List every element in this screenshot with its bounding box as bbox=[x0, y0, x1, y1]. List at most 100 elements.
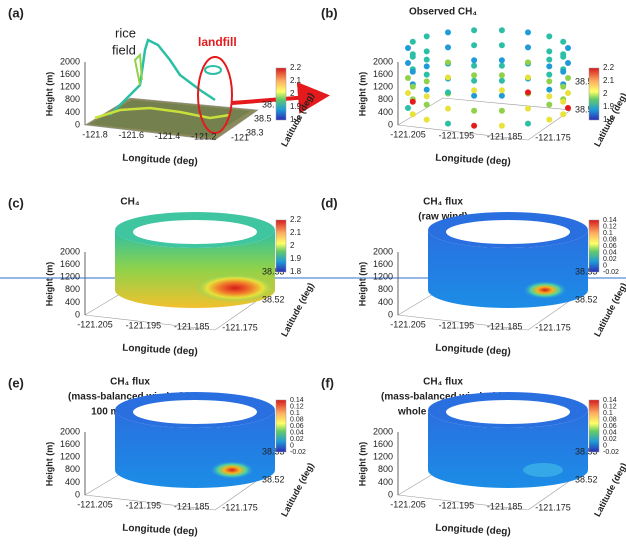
sample-point bbox=[565, 90, 571, 96]
height-tick-label: 400 bbox=[65, 477, 80, 487]
sample-point bbox=[560, 69, 566, 75]
sample-point bbox=[445, 44, 451, 50]
x-tick-label: -121.195 bbox=[126, 320, 162, 330]
colorbar-tick-label: 2.2 bbox=[290, 63, 302, 72]
sample-point bbox=[471, 42, 477, 48]
height-tick-label: 1200 bbox=[60, 272, 80, 282]
height-tick-label: 2000 bbox=[373, 426, 393, 436]
height-tick-label: 400 bbox=[378, 477, 393, 487]
sample-point bbox=[525, 121, 531, 127]
panel-title: CH₄ flux bbox=[110, 377, 150, 388]
sample-point bbox=[560, 39, 566, 45]
x-label: Longitude (deg) bbox=[122, 153, 198, 168]
annotation: landfill bbox=[198, 35, 237, 49]
sample-point bbox=[424, 117, 430, 123]
height-label: Height (m) bbox=[357, 72, 367, 117]
panel-label: (c) bbox=[8, 195, 24, 210]
sample-point bbox=[525, 106, 531, 112]
x-tick-label: -121.175 bbox=[535, 132, 571, 142]
sample-point bbox=[499, 93, 505, 99]
x-tick-label: -121.195 bbox=[439, 130, 475, 140]
figure: (a)ricefieldlandfill2000160012008004000H… bbox=[0, 0, 626, 556]
sample-point bbox=[499, 57, 505, 63]
sample-point bbox=[471, 87, 477, 93]
sample-point bbox=[471, 78, 477, 84]
sample-point bbox=[471, 123, 477, 129]
x-tick-label: -121.205 bbox=[77, 499, 113, 509]
y-label: Latitude (deg) bbox=[279, 281, 316, 338]
x-tick-label: -121.185 bbox=[174, 321, 210, 331]
panel: (d)CH₄ flux(raw wind)2000160012008004000… bbox=[321, 195, 626, 357]
sample-point bbox=[410, 84, 416, 90]
colorbar-tick-label: 2.1 bbox=[290, 76, 302, 85]
x-tick-label: -121.175 bbox=[222, 322, 258, 332]
sample-point bbox=[405, 90, 411, 96]
sample-point bbox=[424, 63, 430, 69]
sample-point bbox=[499, 63, 505, 69]
sample-point bbox=[424, 102, 430, 108]
height-tick-label: 1600 bbox=[60, 69, 80, 79]
colorbar-tick-label: 1.9 bbox=[290, 254, 302, 263]
sample-point bbox=[405, 45, 411, 51]
sample-point bbox=[499, 42, 505, 48]
sample-point bbox=[546, 78, 552, 84]
sample-point bbox=[499, 108, 505, 114]
annotation: rice bbox=[115, 25, 136, 40]
height-tick-label: 1200 bbox=[373, 272, 393, 282]
colorbar bbox=[276, 220, 286, 272]
sample-point bbox=[499, 72, 505, 78]
x-tick-label: -121.4 bbox=[155, 131, 181, 141]
sample-point bbox=[471, 93, 477, 99]
sample-point bbox=[445, 121, 451, 127]
x-tick-label: -121.185 bbox=[487, 131, 523, 141]
x-label: Longitude (deg) bbox=[435, 153, 511, 168]
colorbar-tick-label: 2 bbox=[290, 89, 295, 98]
sample-point bbox=[499, 78, 505, 84]
height-tick-label: 400 bbox=[65, 107, 80, 117]
sample-point bbox=[424, 72, 430, 78]
height-tick-label: 0 bbox=[75, 119, 80, 129]
annotation: field bbox=[112, 42, 136, 57]
panel: (a)ricefieldlandfill2000160012008004000H… bbox=[8, 5, 316, 167]
height-tick-label: 1200 bbox=[60, 452, 80, 462]
height-tick-label: 800 bbox=[378, 464, 393, 474]
height-tick-label: 800 bbox=[65, 284, 80, 294]
y-tick-label: 38.52 bbox=[262, 474, 285, 484]
sample-point bbox=[525, 59, 531, 65]
x-tick-label: -121.205 bbox=[390, 499, 426, 509]
height-tick-label: 2000 bbox=[60, 246, 80, 256]
ring-hole bbox=[446, 400, 570, 424]
sample-point bbox=[525, 44, 531, 50]
sample-point bbox=[410, 99, 416, 105]
height-label: Height (m) bbox=[44, 72, 54, 117]
ring-hole bbox=[446, 220, 570, 244]
height-label: Height (m) bbox=[357, 262, 367, 307]
height-tick-label: 0 bbox=[75, 489, 80, 499]
height-tick-label: 1200 bbox=[373, 82, 393, 92]
hotspot bbox=[523, 463, 563, 477]
sample-point bbox=[499, 123, 505, 129]
colorbar-tick-label: -0.02 bbox=[603, 269, 619, 276]
sample-point bbox=[560, 111, 566, 117]
height-label: Height (m) bbox=[44, 262, 54, 307]
height-tick-label: 1600 bbox=[373, 69, 393, 79]
y-label: Latitude (deg) bbox=[279, 461, 316, 518]
sample-point bbox=[471, 72, 477, 78]
x-tick-label: -121.205 bbox=[390, 129, 426, 139]
sample-point bbox=[424, 87, 430, 93]
x-tick-label: -121.205 bbox=[390, 319, 426, 329]
sample-point bbox=[565, 45, 571, 51]
panel: (b)Observed CH₄2000160012008004000Height… bbox=[321, 5, 626, 167]
sample-point bbox=[525, 89, 531, 95]
sample-point bbox=[560, 84, 566, 90]
x-tick-label: -121.185 bbox=[487, 321, 523, 331]
sample-point bbox=[445, 74, 451, 80]
sample-point bbox=[471, 57, 477, 63]
sample-point bbox=[565, 60, 571, 66]
x-tick-label: -121.2 bbox=[191, 132, 217, 142]
sample-point bbox=[560, 54, 566, 60]
sample-point bbox=[410, 69, 416, 75]
height-tick-label: 1200 bbox=[60, 82, 80, 92]
x-tick-label: -121.195 bbox=[439, 320, 475, 330]
colorbar-tick-label: 2.2 bbox=[603, 63, 615, 72]
